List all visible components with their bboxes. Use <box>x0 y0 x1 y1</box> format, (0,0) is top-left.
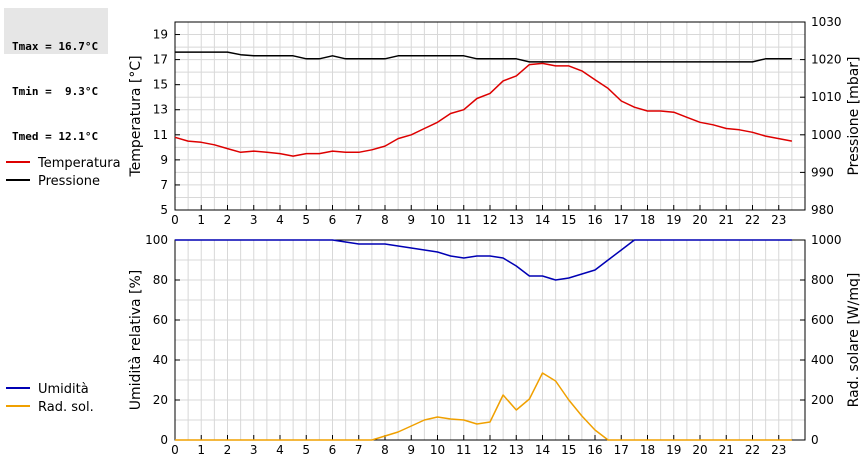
hum-rad-y-right-tick-label: 1000 <box>811 233 842 247</box>
hum-rad-y-tick-label: 20 <box>153 393 168 407</box>
temp-press-y-tick-label: 5 <box>160 203 168 217</box>
hum-rad-x-tick-label: 19 <box>666 443 681 457</box>
temp-press-y-right-tick-label: 1030 <box>811 15 842 29</box>
hum-rad-y-right-tick-label: 0 <box>811 433 819 447</box>
temp-press-legend-label: Pressione <box>38 174 100 189</box>
temp-press-x-tick-label: 17 <box>614 213 629 227</box>
temp-press-x-tick-label: 2 <box>224 213 232 227</box>
temp-press-x-tick-label: 5 <box>302 213 310 227</box>
hum-rad-y-tick-label: 40 <box>153 353 168 367</box>
temp-press-y-tick-label: 13 <box>153 103 168 117</box>
temp-press-x-tick-label: 14 <box>535 213 550 227</box>
hum-rad-series-rad-sol-line <box>175 372 792 441</box>
hum-rad-x-tick-label: 21 <box>719 443 734 457</box>
temp-press-series-temperatura-line <box>174 62 793 157</box>
hum-rad-x-tick-label: 14 <box>535 443 550 457</box>
temp-press-x-tick-label: 4 <box>276 213 284 227</box>
hum-rad-y-right-tick-label: 400 <box>811 353 834 367</box>
hum-rad-y-axis-title: Umidità relativa [%] <box>128 270 144 411</box>
temp-press-x-tick-label: 12 <box>482 213 497 227</box>
temp-press-x-tick-label: 15 <box>561 213 576 227</box>
hum-rad-x-tick-label: 18 <box>640 443 655 457</box>
hum-rad-y-tick-label: 0 <box>160 433 168 447</box>
hum-rad-x-tick-label: 13 <box>509 443 524 457</box>
hum-rad-y-tick-label: 80 <box>153 273 168 287</box>
temp-press-x-tick-label: 0 <box>171 213 179 227</box>
temp-press-x-tick-label: 21 <box>719 213 734 227</box>
temp-press-x-tick-label: 11 <box>456 213 471 227</box>
hum-rad-x-tick-label: 0 <box>171 443 179 457</box>
temp-press-legend-label: Temperatura <box>37 156 121 171</box>
stat-label: Tmin = <box>12 85 52 98</box>
hum-rad-x-tick-label: 10 <box>430 443 445 457</box>
hum-rad-x-tick-label: 5 <box>302 443 310 457</box>
hum-rad-x-tick-label: 23 <box>771 443 786 457</box>
hum-rad-legend-label: Umidità <box>38 382 89 397</box>
stat-value: 16.7°C <box>58 40 99 53</box>
temp-press-y-right-tick-label: 1020 <box>811 53 842 67</box>
stat-tmin: Tmin = 9.3°C <box>12 84 108 99</box>
hum-rad-series-umidit-line <box>175 239 792 281</box>
temp-press-y-tick-label: 9 <box>160 153 168 167</box>
hum-rad-x-tick-label: 9 <box>407 443 415 457</box>
temp-press-y-right-tick-label: 980 <box>811 203 834 217</box>
temp-press-y-axis-title: Temperatura [°C] <box>128 55 144 177</box>
hum-rad-x-tick-label: 22 <box>745 443 760 457</box>
hum-rad-y-right-axis-title: Rad. solare [W/mq] <box>846 273 860 408</box>
hum-rad-legend-label: Rad. sol. <box>38 400 94 415</box>
temp-press-y-tick-label: 17 <box>153 53 168 67</box>
stat-tmax: Tmax = 16.7°C <box>12 39 108 54</box>
temp-press-y-right-tick-label: 1010 <box>811 90 842 104</box>
hum-rad-x-tick-label: 12 <box>482 443 497 457</box>
stat-value: 12.1°C <box>58 130 99 143</box>
temp-press-y-tick-label: 15 <box>153 78 168 92</box>
temp-press-x-tick-label: 23 <box>771 213 786 227</box>
hum-rad-x-tick-label: 1 <box>197 443 205 457</box>
stats-box: Tmax = 16.7°C Tmin = 9.3°C Tmed = 12.1°C <box>4 8 108 143</box>
temp-press-x-tick-label: 20 <box>692 213 707 227</box>
temp-press-y-tick-label: 19 <box>153 28 168 42</box>
hum-rad-y-tick-label: 60 <box>153 313 168 327</box>
stat-tmed: Tmed = 12.1°C <box>12 129 108 144</box>
temp-press-x-tick-label: 13 <box>509 213 524 227</box>
hum-rad-x-tick-label: 7 <box>355 443 363 457</box>
temp-press-y-right-axis-title: Pressione [mbar] <box>846 56 860 175</box>
hum-rad-x-tick-label: 17 <box>614 443 629 457</box>
hum-rad-y-right-tick-label: 200 <box>811 393 834 407</box>
temp-press-x-tick-label: 7 <box>355 213 363 227</box>
hum-rad-x-tick-label: 20 <box>692 443 707 457</box>
hum-rad-y-right-tick-label: 800 <box>811 273 834 287</box>
temp-press-series-pressione-line <box>175 51 792 63</box>
hum-rad-x-tick-label: 2 <box>224 443 232 457</box>
temp-press-x-tick-label: 3 <box>250 213 258 227</box>
stat-label: Tmax = <box>12 40 52 53</box>
hum-rad-x-tick-label: 16 <box>587 443 602 457</box>
temp-press-x-tick-label: 9 <box>407 213 415 227</box>
temp-press-x-tick-label: 16 <box>587 213 602 227</box>
temp-press-x-tick-label: 10 <box>430 213 445 227</box>
hum-rad-y-tick-label: 100 <box>145 233 168 247</box>
temp-press-x-tick-label: 6 <box>329 213 337 227</box>
temp-press-y-tick-label: 11 <box>153 128 168 142</box>
temp-press-y-right-tick-label: 1000 <box>811 128 842 142</box>
temp-press-x-tick-label: 1 <box>197 213 205 227</box>
hum-rad-x-tick-label: 11 <box>456 443 471 457</box>
temp-press-x-tick-label: 19 <box>666 213 681 227</box>
stat-label: Tmed = <box>12 130 52 143</box>
hum-rad-x-tick-label: 8 <box>381 443 389 457</box>
temp-press-y-tick-label: 7 <box>160 178 168 192</box>
temp-press-x-tick-label: 8 <box>381 213 389 227</box>
hum-rad-x-tick-label: 3 <box>250 443 258 457</box>
temp-press-y-right-tick-label: 990 <box>811 165 834 179</box>
stat-value: 9.3°C <box>58 85 99 98</box>
hum-rad-x-tick-label: 6 <box>329 443 337 457</box>
hum-rad-x-tick-label: 4 <box>276 443 284 457</box>
hum-rad-y-right-tick-label: 600 <box>811 313 834 327</box>
hum-rad-x-tick-label: 15 <box>561 443 576 457</box>
temp-press-x-tick-label: 22 <box>745 213 760 227</box>
temp-press-x-tick-label: 18 <box>640 213 655 227</box>
